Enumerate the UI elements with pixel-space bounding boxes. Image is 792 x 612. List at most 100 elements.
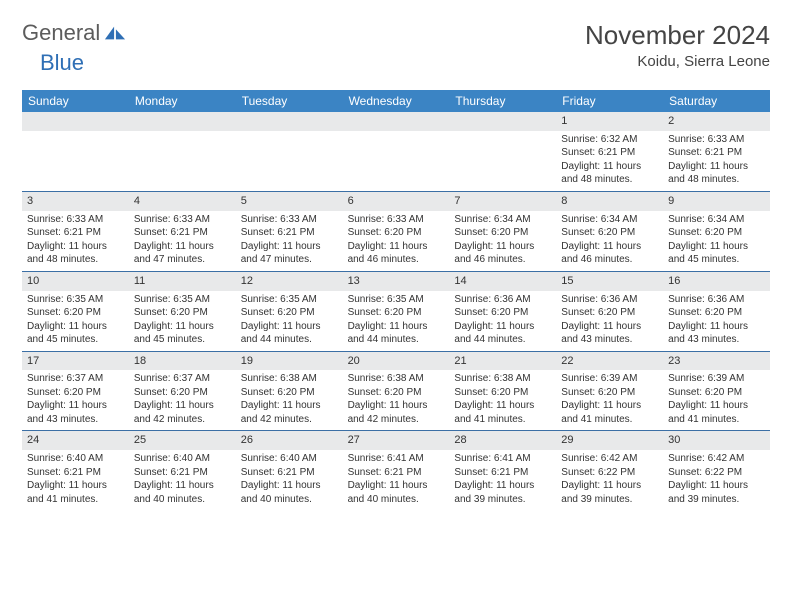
day-number: 25 (129, 431, 236, 450)
day-cell-3: 3Sunrise: 6:33 AMSunset: 6:21 PMDaylight… (22, 192, 129, 271)
sunrise-text: Sunrise: 6:33 AM (27, 213, 124, 227)
daylight-text: Daylight: 11 hours and 43 minutes. (668, 320, 765, 347)
sunset-text: Sunset: 6:20 PM (241, 306, 338, 320)
sunset-text: Sunset: 6:21 PM (241, 466, 338, 480)
brand-logo: General (22, 20, 127, 46)
day-cell-15: 15 Sunrise: 6:36 AMSunset: 6:20 PMDayligh… (556, 272, 663, 351)
daylight-text: Daylight: 11 hours and 39 minutes. (561, 479, 658, 506)
day-number: 13 (343, 272, 450, 291)
sunrise-text: Sunrise: 6:40 AM (27, 452, 124, 466)
day-cell-5: 5Sunrise: 6:33 AMSunset: 6:21 PMDaylight… (236, 192, 343, 271)
daylight-text: Daylight: 11 hours and 45 minutes. (27, 320, 124, 347)
day-body: Sunrise: 6:33 AMSunset: 6:21 PMDaylight:… (129, 211, 236, 271)
daylight-text: Daylight: 11 hours and 42 minutes. (134, 399, 231, 426)
title-block: November 2024 Koidu, Sierra Leone (585, 20, 770, 70)
sunset-text: Sunset: 6:20 PM (348, 306, 445, 320)
daylight-text: Daylight: 11 hours and 48 minutes. (668, 160, 765, 187)
sunrise-text: Sunrise: 6:35 AM (27, 293, 124, 307)
day-body: Sunrise: 6:41 AMSunset: 6:21 PMDaylight:… (449, 450, 556, 510)
sunrise-text: Sunrise: 6:34 AM (668, 213, 765, 227)
day-body: Sunrise: 6:38 AMSunset: 6:20 PMDaylight:… (449, 370, 556, 430)
sunset-text: Sunset: 6:20 PM (454, 306, 551, 320)
daylight-text: Daylight: 11 hours and 43 minutes. (561, 320, 658, 347)
day-number: 5 (236, 192, 343, 211)
day-body: Sunrise: 6:35 AMSunset: 6:20 PMDaylight:… (22, 291, 129, 351)
sunset-text: Sunset: 6:20 PM (454, 226, 551, 240)
daylight-text: Daylight: 11 hours and 40 minutes. (348, 479, 445, 506)
weekday-monday: Monday (129, 90, 236, 112)
day-number: 20 (343, 352, 450, 371)
sunrise-text: Sunrise: 6:33 AM (134, 213, 231, 227)
sunset-text: Sunset: 6:21 PM (27, 226, 124, 240)
day-cell-16: 16Sunrise: 6:36 AMSunset: 6:20 PMDayligh… (663, 272, 770, 351)
sunrise-text: Sunrise: 6:41 AM (454, 452, 551, 466)
day-number: 19 (236, 352, 343, 371)
sunrise-text: Sunrise: 6:38 AM (454, 372, 551, 386)
week-row: 24Sunrise: 6:40 AMSunset: 6:21 PMDayligh… (22, 430, 770, 510)
day-cell-26: 26Sunrise: 6:40 AMSunset: 6:21 PMDayligh… (236, 431, 343, 510)
day-number (22, 112, 129, 131)
sunset-text: Sunset: 6:21 PM (561, 146, 658, 160)
day-cell-29: 29Sunrise: 6:42 AMSunset: 6:22 PMDayligh… (556, 431, 663, 510)
sunrise-text: Sunrise: 6:34 AM (454, 213, 551, 227)
day-number: 26 (236, 431, 343, 450)
day-number: 24 (22, 431, 129, 450)
day-cell-24: 24Sunrise: 6:40 AMSunset: 6:21 PMDayligh… (22, 431, 129, 510)
sunrise-text: Sunrise: 6:40 AM (241, 452, 338, 466)
day-cell-8: 8Sunrise: 6:34 AMSunset: 6:20 PMDaylight… (556, 192, 663, 271)
day-cell-25: 25Sunrise: 6:40 AMSunset: 6:21 PMDayligh… (129, 431, 236, 510)
week-row: 3Sunrise: 6:33 AMSunset: 6:21 PMDaylight… (22, 191, 770, 271)
day-body: Sunrise: 6:35 AMSunset: 6:20 PMDaylight:… (343, 291, 450, 351)
daylight-text: Daylight: 11 hours and 46 minutes. (561, 240, 658, 267)
sunset-text: Sunset: 6:20 PM (561, 226, 658, 240)
sunrise-text: Sunrise: 6:38 AM (348, 372, 445, 386)
day-cell-10: 10Sunrise: 6:35 AMSunset: 6:20 PMDayligh… (22, 272, 129, 351)
daylight-text: Daylight: 11 hours and 40 minutes. (134, 479, 231, 506)
sunrise-text: Sunrise: 6:33 AM (348, 213, 445, 227)
day-number: 17 (22, 352, 129, 371)
daylight-text: Daylight: 11 hours and 46 minutes. (454, 240, 551, 267)
sunset-text: Sunset: 6:20 PM (561, 306, 658, 320)
day-body (449, 131, 556, 137)
daylight-text: Daylight: 11 hours and 41 minutes. (668, 399, 765, 426)
sunset-text: Sunset: 6:21 PM (27, 466, 124, 480)
day-body: Sunrise: 6:32 AMSunset: 6:21 PMDaylight:… (556, 131, 663, 191)
sunset-text: Sunset: 6:20 PM (241, 386, 338, 400)
sunset-text: Sunset: 6:20 PM (27, 306, 124, 320)
day-body: Sunrise: 6:39 AMSunset: 6:20 PMDaylight:… (663, 370, 770, 430)
day-cell-18: 18Sunrise: 6:37 AMSunset: 6:20 PMDayligh… (129, 352, 236, 431)
day-number: 3 (22, 192, 129, 211)
day-number: 28 (449, 431, 556, 450)
daylight-text: Daylight: 11 hours and 45 minutes. (134, 320, 231, 347)
day-cell-9: 9Sunrise: 6:34 AMSunset: 6:20 PMDaylight… (663, 192, 770, 271)
sunrise-text: Sunrise: 6:36 AM (561, 293, 658, 307)
empty-cell (343, 112, 450, 191)
sunset-text: Sunset: 6:21 PM (134, 466, 231, 480)
sunrise-text: Sunrise: 6:35 AM (348, 293, 445, 307)
day-body: Sunrise: 6:42 AMSunset: 6:22 PMDaylight:… (663, 450, 770, 510)
day-body: Sunrise: 6:34 AMSunset: 6:20 PMDaylight:… (556, 211, 663, 271)
day-body: Sunrise: 6:42 AMSunset: 6:22 PMDaylight:… (556, 450, 663, 510)
day-number: 11 (129, 272, 236, 291)
calendar-body: 1Sunrise: 6:32 AMSunset: 6:21 PMDaylight… (22, 112, 770, 510)
day-number: 7 (449, 192, 556, 211)
day-cell-13: 13Sunrise: 6:35 AMSunset: 6:20 PMDayligh… (343, 272, 450, 351)
week-row: 17Sunrise: 6:37 AMSunset: 6:20 PMDayligh… (22, 351, 770, 431)
day-number: 23 (663, 352, 770, 371)
day-number: 12 (236, 272, 343, 291)
daylight-text: Daylight: 11 hours and 46 minutes. (348, 240, 445, 267)
daylight-text: Daylight: 11 hours and 45 minutes. (668, 240, 765, 267)
day-cell-30: 30Sunrise: 6:42 AMSunset: 6:22 PMDayligh… (663, 431, 770, 510)
weekday-saturday: Saturday (663, 90, 770, 112)
day-number: 15 (556, 272, 663, 291)
brand-part1: General (22, 20, 100, 46)
day-cell-1: 1Sunrise: 6:32 AMSunset: 6:21 PMDaylight… (556, 112, 663, 191)
daylight-text: Daylight: 11 hours and 44 minutes. (241, 320, 338, 347)
weekday-friday: Friday (556, 90, 663, 112)
day-number (343, 112, 450, 131)
day-cell-20: 20Sunrise: 6:38 AMSunset: 6:20 PMDayligh… (343, 352, 450, 431)
sunset-text: Sunset: 6:20 PM (668, 306, 765, 320)
day-cell-2: 2Sunrise: 6:33 AMSunset: 6:21 PMDaylight… (663, 112, 770, 191)
month-title: November 2024 (585, 20, 770, 51)
weekday-thursday: Thursday (449, 90, 556, 112)
